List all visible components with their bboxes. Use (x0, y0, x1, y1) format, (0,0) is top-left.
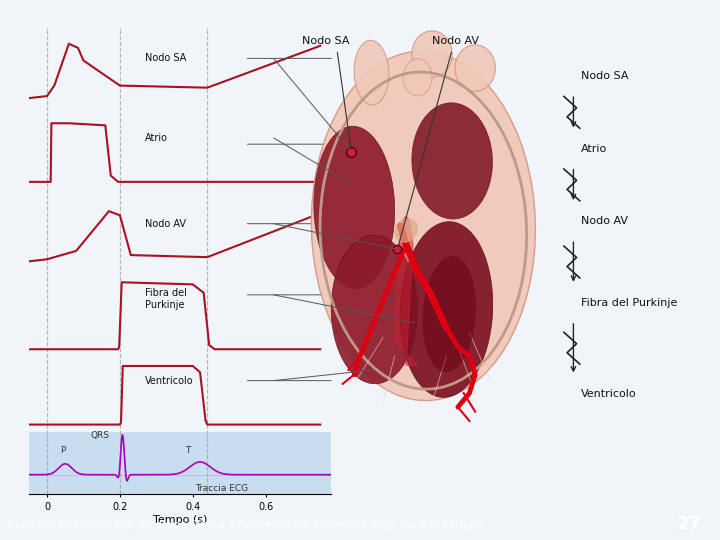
Polygon shape (395, 217, 418, 365)
Text: Fibra del Purkinje: Fibra del Purkinje (581, 298, 678, 308)
Ellipse shape (403, 59, 432, 96)
Ellipse shape (311, 51, 536, 401)
Text: Fibra del
Purkinje: Fibra del Purkinje (145, 288, 187, 310)
Text: Nodo AV: Nodo AV (432, 36, 479, 45)
Ellipse shape (412, 31, 452, 77)
Ellipse shape (331, 235, 418, 384)
Text: Giuseppe Nocentini, Dip. Medicina Clinica e Sperimentale, Università degli Studi: Giuseppe Nocentini, Dip. Medicina Clinic… (7, 519, 482, 530)
Text: Atrio: Atrio (145, 133, 168, 143)
Text: Ventricolo: Ventricolo (581, 389, 637, 399)
X-axis label: Tempo (s): Tempo (s) (153, 515, 207, 524)
Text: 27: 27 (677, 515, 702, 534)
Ellipse shape (412, 103, 492, 219)
Text: Atrio: Atrio (581, 144, 608, 153)
Ellipse shape (423, 256, 476, 372)
Ellipse shape (314, 126, 395, 288)
Text: Nodo AV: Nodo AV (145, 219, 186, 229)
Text: P: P (60, 447, 65, 455)
Text: Ventricolo: Ventricolo (145, 376, 194, 386)
Text: Nodo SA: Nodo SA (145, 53, 186, 63)
Ellipse shape (400, 222, 492, 397)
Text: Nodo AV: Nodo AV (581, 216, 629, 226)
Ellipse shape (455, 45, 495, 91)
Text: Traccia ECG: Traccia ECG (195, 484, 248, 493)
Ellipse shape (395, 219, 418, 242)
Text: T: T (186, 447, 191, 455)
Text: QRS: QRS (91, 431, 109, 440)
Text: Nodo SA: Nodo SA (302, 36, 350, 45)
Text: Nodo SA: Nodo SA (581, 71, 629, 81)
Ellipse shape (354, 40, 389, 105)
